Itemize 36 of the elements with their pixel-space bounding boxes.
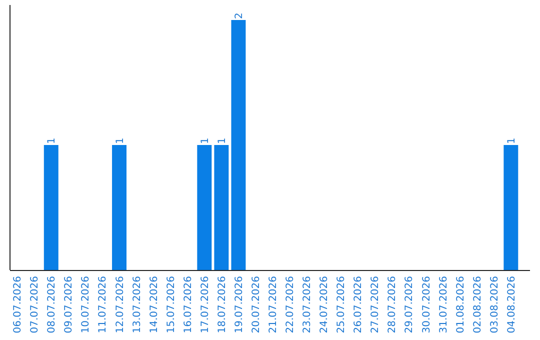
x-tick-label: 03.08.2026 — [489, 276, 500, 334]
data-label: 1 — [200, 138, 211, 144]
x-tick-label: 10.07.2026 — [80, 276, 92, 334]
data-label: 1 — [216, 138, 228, 144]
x-tick-label: 06.07.2026 — [12, 276, 24, 334]
x-tick-label: 19.07.2026 — [234, 276, 245, 334]
x-tick-label: 20.07.2026 — [250, 276, 262, 334]
x-tick-label: 28.07.2026 — [387, 276, 398, 334]
data-label: 1 — [46, 138, 58, 144]
x-tick-label: 30.07.2026 — [421, 276, 432, 334]
x-tick-label: 04.08.2026 — [506, 276, 518, 334]
x-tick-label: 02.08.2026 — [472, 276, 484, 334]
x-tick-label: 23.07.2026 — [302, 276, 314, 334]
x-tick-label: 14.07.2026 — [148, 276, 160, 334]
x-tick-label: 21.07.2026 — [268, 276, 280, 334]
x-tick-label: 29.07.2026 — [404, 276, 416, 334]
x-tick-label: 01.08.2026 — [455, 276, 466, 334]
x-tick-label: 15.07.2026 — [166, 276, 177, 334]
x-tick-label: 27.07.2026 — [370, 276, 382, 334]
x-tick-label: 07.07.2026 — [30, 276, 41, 334]
x-tick-label: 18.07.2026 — [216, 276, 228, 334]
x-tick-label: 12.07.2026 — [114, 276, 126, 334]
data-label: 1 — [506, 138, 518, 144]
x-tick-label: 08.07.2026 — [46, 276, 58, 334]
x-tick-label: 25.07.2026 — [336, 276, 348, 334]
x-tick-label: 31.07.2026 — [438, 276, 450, 334]
data-label: 1 — [114, 138, 126, 144]
x-tick-label: 11.07.2026 — [98, 276, 109, 334]
x-tick-label: 24.07.2026 — [319, 276, 330, 334]
x-tick-label: 22.07.2026 — [285, 276, 296, 334]
x-tick-label: 26.07.2026 — [353, 276, 364, 334]
x-tick-label: 13.07.2026 — [132, 276, 143, 334]
data-label: 2 — [234, 12, 245, 19]
x-tick-label: 16.07.2026 — [182, 276, 194, 334]
x-tick-label: 09.07.2026 — [64, 276, 75, 334]
x-tick-label: 17.07.2026 — [200, 276, 211, 334]
